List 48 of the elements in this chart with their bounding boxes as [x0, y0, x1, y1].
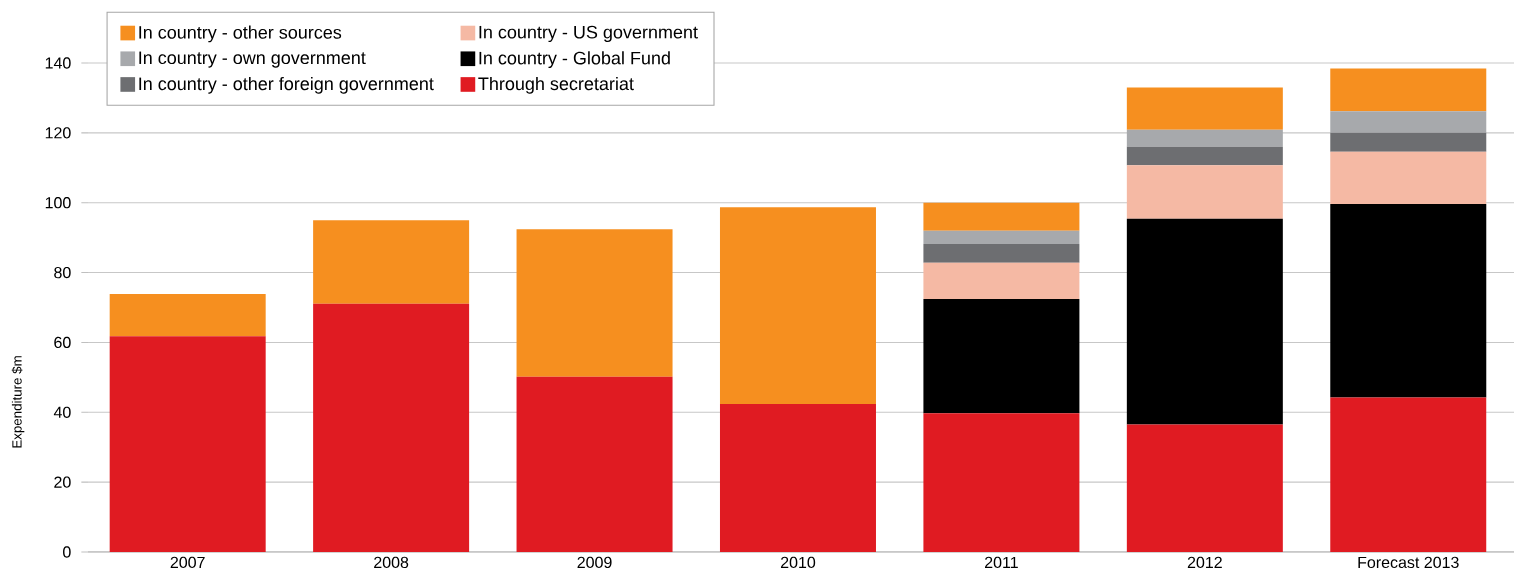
bar [1126, 146, 1283, 166]
x-tick-label: 2007 [170, 556, 205, 569]
bar [313, 220, 470, 304]
bar [1330, 204, 1487, 398]
legend-label: In country - own government [139, 51, 366, 68]
bar [923, 413, 1080, 552]
bar [1330, 68, 1487, 112]
bar [1126, 129, 1283, 147]
bar [1126, 424, 1283, 552]
x-tick-label: Forecast 2013 [1358, 556, 1459, 569]
bar [719, 207, 876, 404]
bar [1330, 397, 1487, 552]
y-tick-label: 120 [45, 127, 71, 139]
bar [923, 262, 1080, 300]
bar [1126, 87, 1283, 130]
bar [1330, 111, 1487, 133]
y-tick-label: 100 [45, 197, 71, 209]
y-tick-label: 40 [53, 406, 71, 418]
x-tick-label: 2008 [374, 556, 409, 569]
y-tick-label: 20 [54, 476, 71, 488]
y-tick-label: 80 [54, 266, 71, 279]
x-tick-label: 2009 [577, 556, 612, 569]
bar [1126, 218, 1283, 425]
x-tick-label: 2012 [1187, 556, 1222, 569]
bar [516, 229, 673, 377]
bar [923, 230, 1080, 244]
bar [923, 202, 1080, 231]
y-tick-label: 60 [54, 336, 71, 349]
y-tick-label: 0 [63, 546, 71, 558]
bar [923, 299, 1080, 414]
legend-label: Through secretariat [478, 76, 634, 94]
legend-label: In country - other sources [139, 25, 342, 43]
bar [516, 376, 673, 552]
bar [1126, 165, 1283, 219]
bar [109, 293, 266, 337]
bar [923, 243, 1080, 263]
bar [313, 303, 470, 552]
bar [109, 336, 266, 552]
y-axis-title: Expenditure $m [11, 356, 25, 448]
legend-label: In country - other foreign government [139, 76, 434, 94]
y-tick-label: 140 [45, 57, 71, 69]
x-tick-label: 2010 [780, 556, 816, 569]
x-tick-label: 2011 [985, 556, 1018, 569]
legend-label: In country - US government [479, 25, 698, 43]
bar [1330, 151, 1487, 205]
bar [719, 403, 876, 552]
bar [1330, 132, 1487, 152]
legend-label: In country - Global Fund [479, 51, 670, 69]
